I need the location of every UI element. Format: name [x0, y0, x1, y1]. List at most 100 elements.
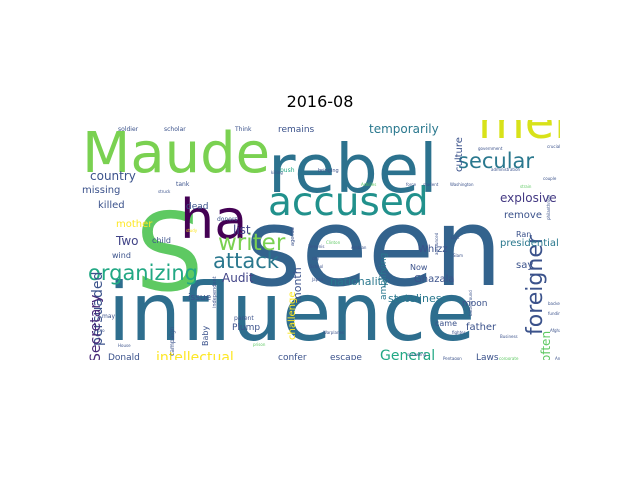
word-couple: couple	[543, 176, 557, 181]
word-parent: parent	[234, 315, 254, 322]
word-mother: mother	[116, 219, 153, 230]
word-yemenis: Yemenis	[307, 244, 324, 249]
word-moon: moon	[462, 299, 487, 309]
word-rebel: rebel	[268, 130, 438, 208]
word-plump: Plump	[232, 323, 260, 333]
word-announced: announced	[434, 232, 439, 255]
word-issue: issue	[188, 293, 212, 303]
word-baby: Baby	[201, 326, 210, 346]
chart-title: 2016-08	[286, 92, 354, 111]
word-battleground: battleground	[468, 290, 473, 316]
word-lost: Lost	[451, 235, 460, 240]
word-list: list	[233, 223, 251, 237]
word-culture: culture	[454, 137, 465, 172]
word-secular: secular	[458, 149, 534, 173]
word-killing: killing	[271, 170, 283, 175]
word-confer: confer	[278, 353, 307, 360]
word-clinton: Clinton	[326, 240, 341, 245]
word-amplifying: amplifying	[379, 253, 389, 300]
word-sprawling: sprawling	[407, 352, 427, 357]
word-audit: Audit	[222, 271, 254, 285]
word-now: Now	[410, 263, 428, 272]
word-explosive: explosive	[500, 191, 557, 205]
word-two: Two	[115, 234, 139, 248]
word-child: child	[152, 236, 171, 245]
word-tank: tank	[176, 181, 190, 188]
word-secretary: Secretary	[88, 295, 104, 360]
word-student: student	[423, 182, 439, 187]
word-country: country	[90, 169, 136, 183]
word-missing: missing	[82, 185, 120, 196]
word-often: often	[539, 331, 553, 360]
word-administration: administration	[491, 167, 521, 172]
word-general: General	[380, 348, 435, 360]
word-persuaded: persuaded	[90, 272, 106, 346]
word-donors: donors	[217, 216, 238, 223]
word-house: House	[118, 343, 131, 348]
word-agenda: agenda	[290, 227, 296, 246]
word-ran: Ran	[516, 230, 531, 239]
word-warplanes: Warplanes	[323, 330, 344, 335]
word-came: came	[435, 319, 457, 328]
word-father: father	[466, 322, 497, 333]
word-men: men	[478, 120, 560, 150]
word-arabian: Arabian	[351, 245, 367, 250]
word-organizing: organizing	[88, 261, 198, 285]
word-slam: Slam	[453, 253, 463, 258]
word-stateliness: stateliness	[388, 292, 447, 305]
word-escape: escape	[330, 353, 362, 360]
word-laws: Laws	[476, 353, 499, 360]
word-ana: Ana	[555, 356, 560, 360]
word-business: Business	[500, 334, 518, 339]
word-influence: influence	[108, 266, 475, 359]
word-donald: Donald	[108, 353, 140, 360]
word-soldier: soldier	[118, 126, 139, 133]
word-prison: prison	[253, 342, 266, 347]
word-wind: wind	[112, 251, 131, 260]
word-achilles: Achilles	[361, 182, 376, 187]
word-challenge: challenge	[287, 291, 298, 340]
word-washington: Washington	[450, 182, 474, 187]
word-independent: independent	[212, 276, 218, 308]
word-force: force	[406, 182, 417, 187]
word-presidential: presidential	[500, 238, 559, 249]
word-think: Think	[234, 126, 252, 133]
word-corporate: corporate	[499, 356, 519, 360]
word-backed: backed	[548, 301, 560, 306]
word-maude: Maude	[82, 121, 270, 186]
word-city: city	[312, 256, 320, 261]
word-remove: remove	[504, 210, 542, 221]
word-writer: writer	[218, 230, 286, 256]
word-nationality: nationality	[330, 275, 389, 288]
word-temporarily: temporarily	[369, 122, 439, 136]
word-ghazala: Ghazala	[414, 274, 455, 285]
word-intellectual: intellectual	[156, 350, 234, 360]
word-killed: killed	[98, 200, 125, 211]
word-accused: accused	[268, 180, 429, 225]
word-say: say	[516, 260, 533, 271]
word-dead: dead	[186, 202, 208, 212]
word-month: month	[291, 267, 304, 303]
word-may: may	[102, 313, 116, 320]
word-push: push	[280, 167, 295, 174]
word-crucial: crucial	[547, 144, 560, 149]
word-strain: strain	[520, 184, 532, 189]
word-foreigner: foreigner	[523, 234, 548, 335]
word-government: government	[478, 146, 503, 151]
word-attack: attack	[213, 249, 280, 273]
word-school: School	[310, 264, 323, 269]
word-struck: struck	[158, 189, 171, 194]
word-seen: seen	[245, 186, 503, 311]
word-afghan: Afghan	[550, 328, 560, 333]
word-pentagon: Pentagon	[443, 356, 462, 360]
word-japan: Japan	[311, 277, 324, 282]
word-ha: ha	[180, 188, 247, 251]
word-scholar: scholar	[164, 126, 186, 133]
word-remains: remains	[278, 125, 315, 135]
word-study: study	[186, 228, 198, 233]
word-whizz: Whizz	[418, 244, 448, 255]
word-philanthropy: philanthropy	[546, 194, 551, 220]
word-bringing: bringing	[318, 168, 339, 174]
word-pro: pro	[98, 328, 105, 333]
